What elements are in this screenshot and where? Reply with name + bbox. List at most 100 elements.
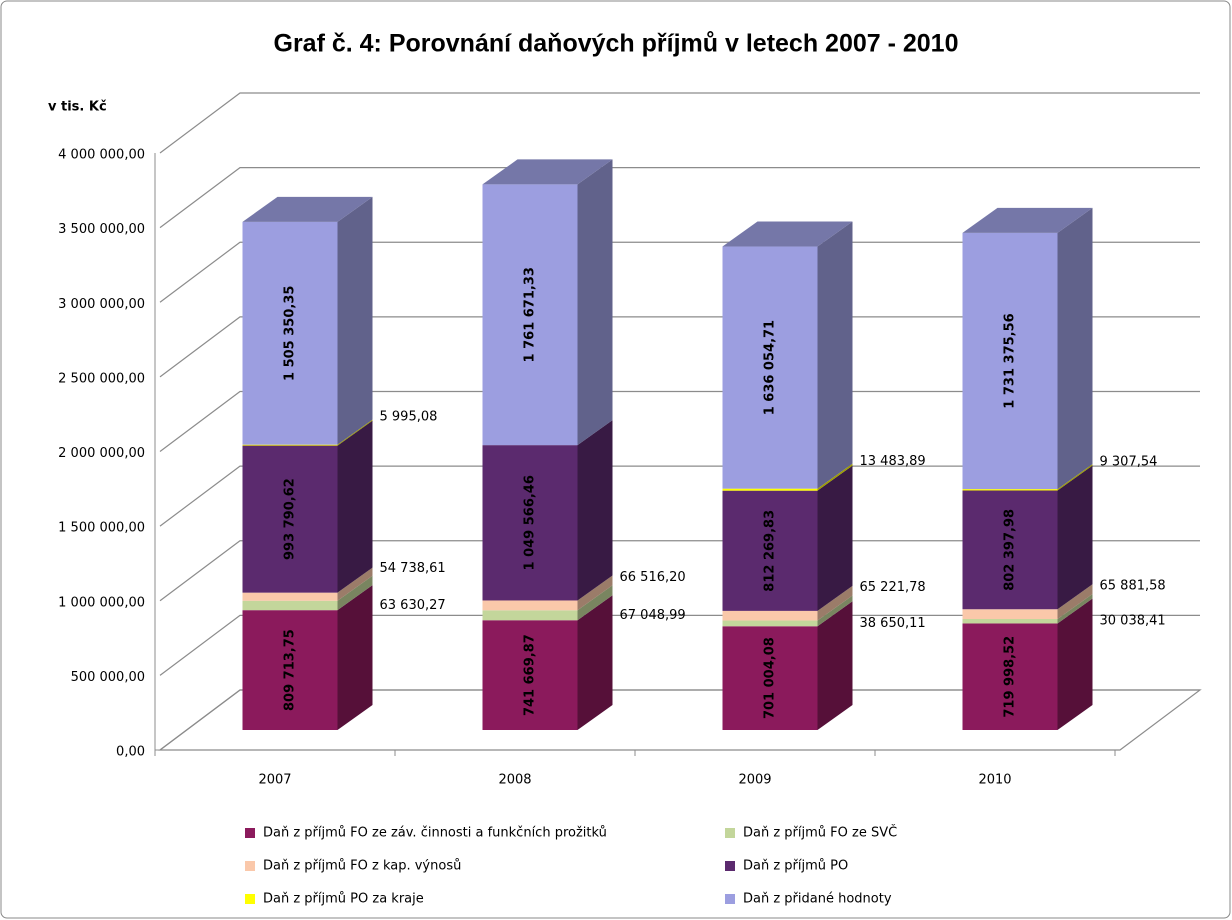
grid-line [159,316,1200,378]
bar-front [482,184,578,446]
legend-label: Daň z přidané hodnoty [743,892,892,907]
legend-swatch [245,861,255,871]
data-label: 1 761 671,33 [523,267,538,362]
bar-side [337,575,373,611]
bar-front [242,610,338,730]
y-tick-label: 1 500 000,00 [58,521,145,536]
data-label: 38 650,11 [860,616,926,631]
bar-front [242,445,338,593]
bar-side [817,585,853,621]
legend-swatch [245,828,255,838]
bar-front [722,488,818,491]
bar-segment [722,595,853,627]
legend-swatch [245,894,255,904]
bar-side [817,221,853,489]
bar-segment [962,464,1093,491]
bar-front [962,618,1058,624]
legend-label: Daň z příjmů FO ze SVČ [743,825,897,841]
bar-segment [722,585,853,621]
bar-side [1057,465,1093,610]
bar-segment [242,567,373,601]
bar-side [337,585,373,730]
bar-front [722,620,818,627]
bar-segment [242,420,373,593]
bar-front [482,610,578,621]
grid-line [159,614,1200,676]
bar-front [962,490,1058,610]
data-label: 802 397,98 [1003,509,1018,591]
x-tick-label: 2008 [498,773,531,788]
bar-segment [242,585,373,730]
grid-line [159,390,1200,452]
bar-side [577,595,613,730]
bar-segment [722,463,853,491]
data-label: 1 505 350,35 [283,286,298,381]
bar-side [817,465,853,611]
data-label: 30 038,41 [1100,614,1166,629]
bar-segment [482,159,613,446]
bar-segment [722,221,853,489]
data-label: 9 307,54 [1100,454,1158,469]
data-label: 701 004,08 [763,637,778,719]
y-axis-label: v tis. Kč [48,100,107,115]
bar-side [577,575,613,611]
bar-segment [722,465,853,611]
bar-side [1057,584,1093,619]
y-tick-label: 0,00 [116,745,145,760]
chart-title: Graf č. 4: Porovnání daňových příjmů v l… [274,30,959,58]
bar-front [722,246,818,489]
data-label: 719 998,52 [1003,636,1018,718]
bar-side [577,585,613,621]
data-label: 809 713,75 [283,629,298,711]
bar-segment [962,593,1093,624]
bar-front [242,600,338,611]
bar-segment [962,584,1093,619]
grid-line [159,241,1200,303]
grid-line [159,167,1200,229]
bar-side [817,595,853,627]
data-label: 54 738,61 [380,561,446,576]
grid-line [159,92,1200,154]
y-tick-label: 1 000 000,00 [58,595,145,610]
legend-label: Daň z příjmů FO ze záv. činnosti a funkč… [263,826,607,841]
bar-side [1057,207,1093,490]
bar-front [722,490,818,611]
data-label: 812 269,83 [763,510,778,592]
legend-label: Daň z příjmů PO za kraje [263,892,424,907]
grid-line [159,465,1200,527]
y-tick-label: 3 000 000,00 [58,297,145,312]
bar-front [242,444,338,446]
bar-segment [242,419,373,446]
bar-side [817,463,853,491]
legend-label: Daň z příjmů PO [743,859,848,874]
bar-side [337,567,373,601]
bar-side [1057,598,1093,730]
bar-segment [482,420,613,601]
bar-front [962,623,1058,730]
x-tick-label: 2010 [978,773,1011,788]
bar-front [482,600,578,611]
bar-segment [962,207,1093,490]
data-label: 66 516,20 [620,570,686,585]
bar-front [242,592,338,601]
data-label: 65 221,78 [860,580,926,595]
bar-segment [962,598,1093,730]
bar-front [962,232,1058,490]
bar-front [722,610,818,621]
bar-front [482,620,578,730]
legend-label: Daň z příjmů FO z kap. výnosů [263,859,461,874]
x-tick-label: 2009 [738,773,771,788]
bar-side [577,159,613,446]
bar-front [962,489,1058,491]
data-label: 13 483,89 [860,454,926,469]
legend-swatch [725,828,735,838]
bar-segment [242,196,373,445]
bar-segment [962,465,1093,610]
legend-swatch [725,894,735,904]
grid-line [159,689,1200,751]
data-label: 1 636 054,71 [763,320,778,415]
bar-side [1057,593,1093,624]
grid-line [159,540,1200,602]
data-label: 65 881,58 [1100,579,1166,594]
data-label: 67 048,99 [620,608,686,623]
